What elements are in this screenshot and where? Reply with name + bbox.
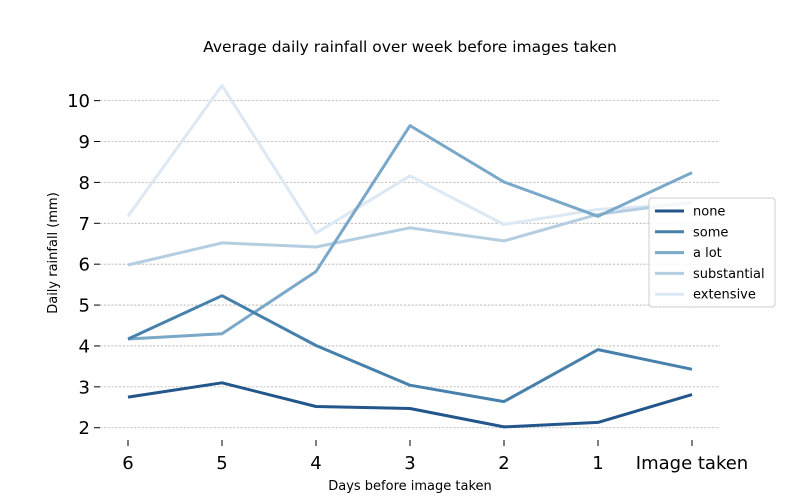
y-axis-label: Daily rainfall (mm) <box>46 192 61 314</box>
y-tick-label-8: 8 <box>79 173 90 194</box>
series-line-some <box>127 294 693 404</box>
chart-title: Average daily rainfall over week before … <box>203 38 617 56</box>
y-tick-label-6: 6 <box>79 255 90 276</box>
y-tick-label-4: 4 <box>79 336 90 357</box>
gridlines <box>100 100 720 429</box>
series-line-none <box>127 381 693 429</box>
x-tick-label-6: Image taken <box>636 453 748 474</box>
y-tick-label-7: 7 <box>79 214 90 235</box>
x-tick-label-2: 4 <box>310 453 321 474</box>
x-axis: 6 5 4 3 2 1 Image taken <box>122 440 748 474</box>
legend: none some a lot substantial extensive <box>648 197 776 308</box>
legend-label-none: none <box>693 205 725 220</box>
x-axis-label: Days before image taken <box>328 479 492 494</box>
y-axis: 2 3 4 5 6 7 8 9 10 <box>67 91 100 439</box>
x-tick-label-0: 6 <box>122 453 133 474</box>
series-line-a-lot <box>127 124 693 341</box>
legend-label-substantial: substantial <box>693 267 765 282</box>
y-tick-label-9: 9 <box>79 132 90 153</box>
x-tick-label-1: 5 <box>216 453 227 474</box>
y-tick-label-10: 10 <box>67 91 90 112</box>
legend-label-a-lot: a lot <box>693 246 722 261</box>
y-tick-label-2: 2 <box>79 418 90 439</box>
series-lines <box>126 84 693 429</box>
series-line-substantial <box>127 200 693 267</box>
series-line-extensive <box>126 84 693 235</box>
y-tick-label-5: 5 <box>79 296 90 317</box>
x-tick-label-5: 1 <box>592 453 603 474</box>
x-tick-label-3: 3 <box>404 453 415 474</box>
y-tick-label-3: 3 <box>79 377 90 398</box>
legend-label-some: some <box>693 225 728 240</box>
legend-frame <box>648 197 776 308</box>
x-tick-label-4: 2 <box>498 453 509 474</box>
legend-label-extensive: extensive <box>693 288 756 303</box>
